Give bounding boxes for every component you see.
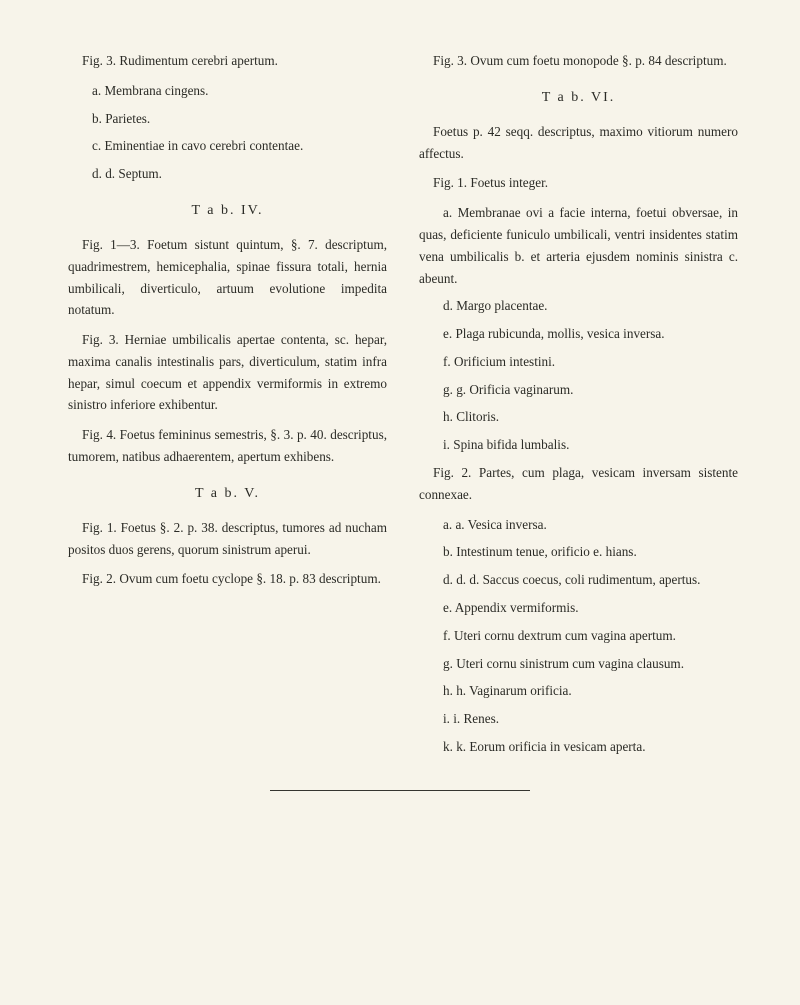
right-fig2-i: i. i. Renes. [419, 708, 738, 730]
right-fig2-b: b. Intestinum tenue, orificio e. hians. [419, 541, 738, 563]
right-tab6-intro: Foetus p. 42 seqq. descriptus, maximo vi… [419, 121, 738, 165]
right-fig2-a: a. a. Vesica inversa. [419, 514, 738, 536]
left-fig3-b: b. Parietes. [68, 108, 387, 130]
right-fig2-g: g. Uteri cornu sinistrum cum vagina clau… [419, 653, 738, 675]
left-fig3-c: c. Eminentiae in cavo cerebri contentae. [68, 135, 387, 157]
right-fig1-a: a. Membranae ovi a facie interna, foetui… [419, 202, 738, 289]
right-fig2-d: d. d. d. Saccus coecus, coli rudimentum,… [419, 569, 738, 591]
horizontal-rule [270, 790, 530, 791]
left-fig3-d: d. d. Septum. [68, 163, 387, 185]
left-tab4-fig1-3: Fig. 1—3. Foetum sistunt quintum, §. 7. … [68, 234, 387, 321]
tab-6-heading: T a b. VI. [419, 86, 738, 109]
right-fig1-i: i. Spina bifida lumbalis. [419, 434, 738, 456]
left-tab4-fig3: Fig. 3. Herniae umbilicalis apertae cont… [68, 329, 387, 416]
left-tab4-fig4: Fig. 4. Foetus femininus semestris, §. 3… [68, 424, 387, 468]
right-fig2-f: f. Uteri cornu dextrum cum vagina apertu… [419, 625, 738, 647]
right-tab6-fig1: Fig. 1. Foetus integer. [419, 172, 738, 194]
left-fig3-a: a. Membrana cingens. [68, 80, 387, 102]
right-tab6-fig2: Fig. 2. Partes, cum plaga, vesicam inver… [419, 462, 738, 506]
right-fig1-d: d. Margo placentae. [419, 295, 738, 317]
left-fig3: Fig. 3. Rudimentum cerebri apertum. [68, 50, 387, 72]
right-fig1-h: h. Clitoris. [419, 406, 738, 428]
right-fig1-e: e. Plaga rubicunda, mollis, vesica inver… [419, 323, 738, 345]
right-fig1-g: g. g. Orificia vaginarum. [419, 379, 738, 401]
right-fig1-f: f. Orificium intestini. [419, 351, 738, 373]
left-tab5-fig2: Fig. 2. Ovum cum foetu cyclope §. 18. p.… [68, 568, 387, 590]
left-tab5-fig1: Fig. 1. Foetus §. 2. p. 38. descriptus, … [68, 517, 387, 561]
tab-4-heading: T a b. IV. [68, 199, 387, 222]
right-fig2-h: h. h. Vaginarum orificia. [419, 680, 738, 702]
right-fig2-e: e. Appendix vermiformis. [419, 597, 738, 619]
page-body: Fig. 3. Rudimentum cerebri apertum. a. M… [0, 0, 800, 764]
right-fig3: Fig. 3. Ovum cum foetu monopode §. p. 84… [419, 50, 738, 72]
right-column: Fig. 3. Ovum cum foetu monopode §. p. 84… [419, 50, 738, 764]
left-column: Fig. 3. Rudimentum cerebri apertum. a. M… [68, 50, 387, 764]
right-fig2-k: k. k. Eorum orificia in vesicam aperta. [419, 736, 738, 758]
tab-5-heading: T a b. V. [68, 482, 387, 505]
